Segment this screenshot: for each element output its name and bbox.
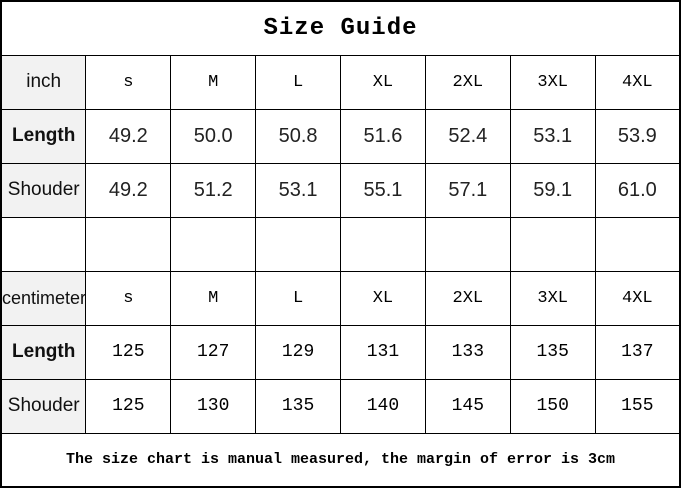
measurement-value-cell: 135 — [255, 378, 341, 434]
size-header-cell: 4XL — [594, 54, 681, 110]
measurement-value-cell: 137 — [594, 324, 681, 380]
title-row: Size Guide — [0, 0, 681, 56]
measurement-value-cell: 131 — [340, 324, 426, 380]
measurement-value-cell: 140 — [340, 378, 426, 434]
measurement-label-shouder: Shouder — [0, 162, 87, 218]
measurement-value-cell: 130 — [170, 378, 257, 434]
inch-length-row: Length 49.2 50.0 50.8 51.6 52.4 53.1 53.… — [0, 108, 681, 164]
size-header-cell: M — [170, 270, 257, 326]
spacer-row — [0, 216, 681, 272]
measurement-value-cell: 51.6 — [340, 108, 426, 164]
measurement-value-cell: 51.2 — [170, 162, 257, 218]
size-header-cell: L — [255, 54, 341, 110]
measurement-value-cell: 50.0 — [170, 108, 257, 164]
measurement-value-cell: 49.2 — [85, 108, 172, 164]
size-header-cell: 3XL — [509, 270, 596, 326]
size-header-cell: 2XL — [424, 54, 511, 110]
footer-note: The size chart is manual measured, the m… — [0, 432, 681, 488]
cm-shouder-row: Shouder 125 130 135 140 145 150 155 — [0, 378, 681, 434]
size-header-cell: XL — [340, 54, 426, 110]
empty-cell — [85, 216, 172, 272]
measurement-value-cell: 155 — [594, 378, 681, 434]
empty-cell — [340, 216, 426, 272]
size-header-cell: M — [170, 54, 257, 110]
size-header-cell: s — [85, 54, 172, 110]
measurement-value-cell: 59.1 — [509, 162, 596, 218]
measurement-label-length: Length — [0, 108, 87, 164]
measurement-value-cell: 53.1 — [509, 108, 596, 164]
empty-cell — [0, 216, 87, 272]
measurement-value-cell: 50.8 — [255, 108, 341, 164]
cm-length-row: Length 125 127 129 131 133 135 137 — [0, 324, 681, 380]
measurement-label-length: Length — [0, 324, 87, 380]
measurement-value-cell: 57.1 — [424, 162, 511, 218]
unit-label-centimeter: centimeter — [0, 270, 87, 326]
unit-label-inch: inch — [0, 54, 87, 110]
empty-cell — [509, 216, 596, 272]
measurement-value-cell: 125 — [85, 324, 172, 380]
page-title: Size Guide — [0, 0, 681, 56]
empty-cell — [255, 216, 341, 272]
measurement-value-cell: 129 — [255, 324, 341, 380]
measurement-value-cell: 61.0 — [594, 162, 681, 218]
measurement-value-cell: 52.4 — [424, 108, 511, 164]
empty-cell — [424, 216, 511, 272]
size-header-cell: L — [255, 270, 341, 326]
measurement-value-cell: 135 — [509, 324, 596, 380]
measurement-label-shouder: Shouder — [0, 378, 87, 434]
measurement-value-cell: 53.9 — [594, 108, 681, 164]
size-header-cell: s — [85, 270, 172, 326]
measurement-value-cell: 127 — [170, 324, 257, 380]
size-header-cell: 4XL — [594, 270, 681, 326]
cm-size-header-row: centimeter s M L XL 2XL 3XL 4XL — [0, 270, 681, 326]
inch-shouder-row: Shouder 49.2 51.2 53.1 55.1 57.1 59.1 61… — [0, 162, 681, 218]
inch-size-header-row: inch s M L XL 2XL 3XL 4XL — [0, 54, 681, 110]
size-header-cell: 3XL — [509, 54, 596, 110]
size-header-cell: XL — [340, 270, 426, 326]
measurement-value-cell: 150 — [509, 378, 596, 434]
measurement-value-cell: 125 — [85, 378, 172, 434]
measurement-value-cell: 55.1 — [340, 162, 426, 218]
measurement-value-cell: 49.2 — [85, 162, 172, 218]
measurement-value-cell: 133 — [424, 324, 511, 380]
size-header-cell: 2XL — [424, 270, 511, 326]
footer-row: The size chart is manual measured, the m… — [0, 432, 681, 488]
measurement-value-cell: 53.1 — [255, 162, 341, 218]
empty-cell — [170, 216, 257, 272]
empty-cell — [594, 216, 681, 272]
measurement-value-cell: 145 — [424, 378, 511, 434]
